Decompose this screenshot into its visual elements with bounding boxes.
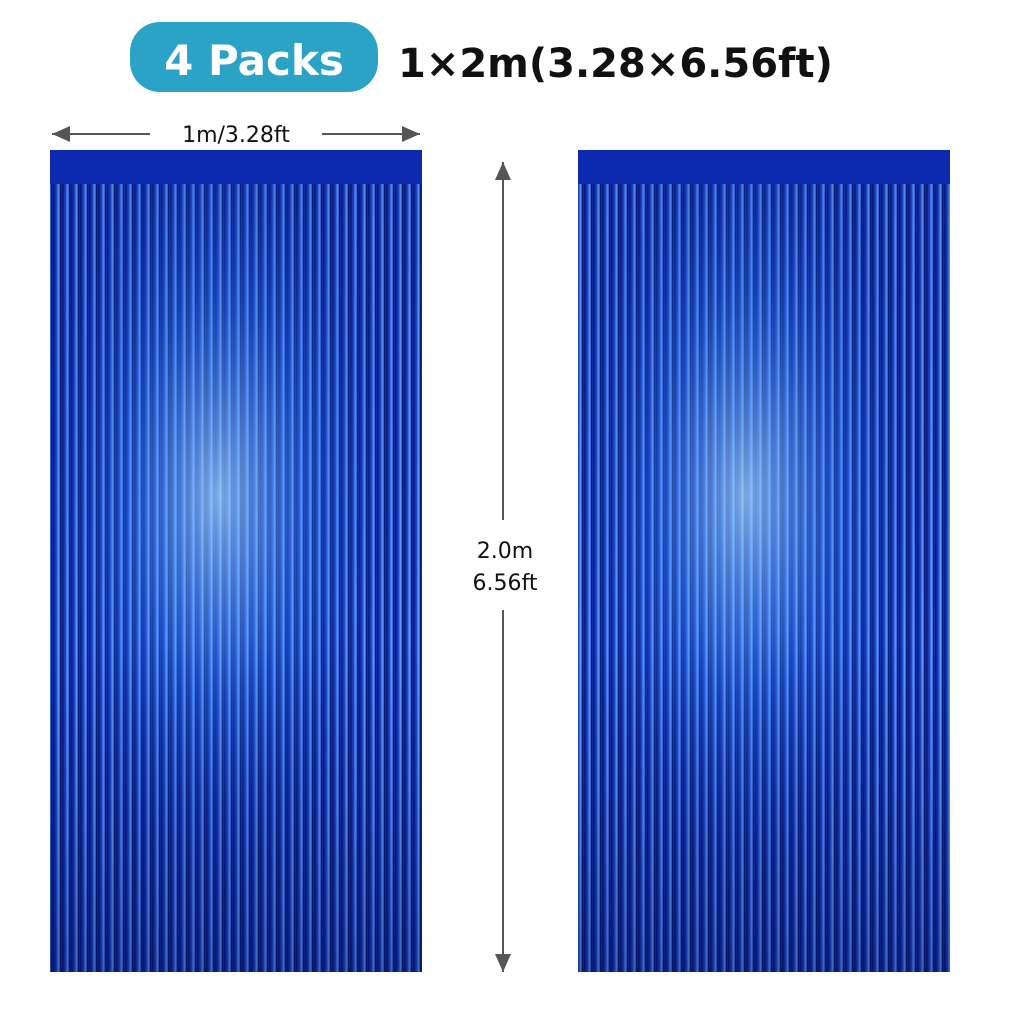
curtain	[50, 150, 422, 972]
badge-text: 4 Packs	[164, 36, 344, 85]
badge	[130, 22, 378, 92]
height-label: 2.0m	[477, 539, 533, 564]
curtain	[578, 150, 950, 972]
height-label: 6.56ft	[473, 571, 538, 596]
width-label: 1m/3.28ft	[182, 123, 290, 148]
size-text: 1×2m(3.28×6.56ft)	[398, 41, 833, 87]
